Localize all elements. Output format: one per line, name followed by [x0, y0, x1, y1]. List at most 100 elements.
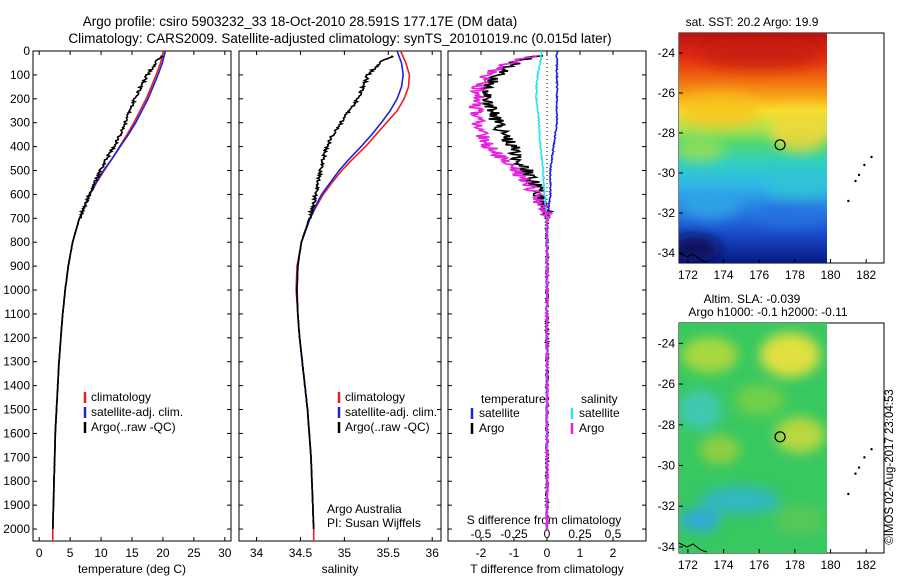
- temperature-plot-frame: [32, 50, 232, 542]
- y-tick-label: 900: [10, 259, 30, 273]
- top-x-tick-label: -0.5: [471, 527, 492, 541]
- map-y-tick-label: -24: [658, 336, 676, 350]
- temperature-profile-panel: 0 5 10 15 20 25 30 temperature (deg C) 0 100 200 30…: [3, 44, 232, 576]
- y-tick-label: 300: [10, 116, 30, 130]
- map-x-tick-label: 180: [821, 558, 841, 572]
- sla-map-panel: 172 174 176 178 180 182 -24 -26 -28 -30 -32 -34: [658, 322, 885, 572]
- x-tick-label: 34: [250, 546, 264, 560]
- island-dot: [854, 179, 857, 183]
- argo-location-marker: [774, 139, 786, 151]
- map-y-tick-label: -26: [658, 377, 676, 391]
- y-tick-label: 0: [23, 44, 30, 58]
- difference-xlabel-top: S difference from climatology: [467, 513, 622, 527]
- top-x-tick-label: 0.25: [568, 527, 592, 541]
- x-tick-label: 20: [156, 546, 170, 560]
- island-dot: [870, 447, 873, 451]
- map-x-tick-label: 174: [714, 558, 734, 572]
- y-tick-label: 600: [10, 187, 30, 201]
- y-tick-label: 800: [10, 235, 30, 249]
- legend-temperature-title: temperature: [481, 392, 546, 406]
- y-tick-label: 1700: [3, 450, 30, 464]
- y-tick-label: 1400: [3, 379, 30, 393]
- map-x-tick-label: 176: [749, 558, 769, 572]
- sla-map-title-line2: Argo h1000: -0.1 h2000: -0.11: [688, 305, 848, 319]
- x-tick-label: 2: [610, 546, 617, 560]
- difference-profile-panel: -2 -1 0 1 2 T difference from climatology -0.5…: [447, 50, 647, 576]
- island-dot: [857, 466, 861, 469]
- figure-title-line2: Climatology: CARS2009. Satellite-adjuste…: [68, 31, 611, 46]
- island-dot: [854, 472, 857, 475]
- y-tick-label: 1300: [3, 355, 30, 369]
- island-dot: [847, 199, 850, 203]
- map-x-tick-label: 176: [749, 268, 769, 282]
- x-tick-label: 25: [187, 546, 201, 560]
- copyright-credit: ©IMOS 02-Aug-2017 23:04:53: [884, 389, 896, 545]
- islands-markers: [847, 447, 873, 496]
- x-tick-label: 0: [36, 546, 43, 560]
- x-tick-label: 30: [218, 546, 232, 560]
- y-tick-label: 200: [10, 92, 30, 106]
- salinity-profile-panel: 34 34.5 35 35.5 36 salinity climatologysatelli…: [238, 50, 442, 576]
- map-y-tick-label: -24: [658, 46, 676, 60]
- s-argo-line: [468, 55, 553, 530]
- salinity-series-argo: [295, 55, 395, 530]
- y-tick-label: 1100: [4, 307, 30, 321]
- legend-label: climatology: [91, 390, 151, 404]
- figure-title-line1: Argo profile: csiro 5903232_33 18-Oct-20…: [83, 14, 518, 29]
- sla-map-title-line1: Altim. SLA: -0.039: [704, 292, 801, 306]
- legend-label: Argo(..raw -QC): [91, 420, 176, 434]
- map-x-tick-label: 180: [821, 268, 841, 282]
- x-tick-label: 15: [125, 546, 139, 560]
- legend-label: satellite: [579, 406, 620, 420]
- legend-label: Argo: [479, 421, 505, 435]
- map-x-tick-label: 182: [856, 268, 876, 282]
- x-tick-label: 34.5: [289, 546, 313, 560]
- x-tick-label: 1: [577, 546, 584, 560]
- map-y-tick-label: -34: [658, 246, 676, 260]
- sla-heatmap: [679, 323, 827, 553]
- legend-label: Argo(..raw -QC): [345, 420, 430, 434]
- map-x-tick-label: 172: [678, 268, 698, 282]
- map-y-tick-label: -32: [658, 499, 676, 513]
- map-y-tick-label: -32: [658, 206, 676, 220]
- x-tick-label: -1: [509, 546, 520, 560]
- coastline: [678, 542, 708, 553]
- island-dot: [863, 163, 866, 167]
- temperature-xlabel: temperature (deg C): [78, 562, 186, 576]
- x-tick-label: 5: [67, 546, 74, 560]
- x-tick-label: 10: [94, 546, 108, 560]
- y-tick-label: 1800: [3, 474, 30, 488]
- island-dot: [857, 173, 861, 177]
- map-x-tick-label: 178: [785, 558, 805, 572]
- sst-map-title: sat. SST: 20.2 Argo: 19.9: [686, 15, 819, 29]
- x-tick-label: 35: [338, 546, 352, 560]
- map-y-tick-label: -34: [658, 540, 676, 554]
- map-y-tick-label: -30: [658, 166, 676, 180]
- legend-salinity-title: salinity: [581, 392, 618, 406]
- sst-heatmap: [679, 33, 827, 263]
- annotation-line2: PI: Susan Wijffels: [327, 516, 421, 530]
- x-tick-label: -2: [476, 546, 487, 560]
- map-y-tick-label: -28: [658, 126, 676, 140]
- y-tick-label: 400: [10, 140, 30, 154]
- island-dot: [863, 456, 866, 459]
- map-y-tick-label: -28: [658, 418, 676, 432]
- sst-map-panel: 172 174 176 178 180 182 -24 -26 -28 -30 -32 -34: [658, 32, 885, 282]
- map-x-tick-label: 174: [714, 268, 734, 282]
- top-x-tick-label: 0: [544, 527, 551, 541]
- island-dot: [870, 155, 873, 159]
- salinity-xlabel: salinity: [322, 562, 359, 576]
- map-x-tick-label: 178: [785, 268, 805, 282]
- legend-label: satellite: [479, 406, 520, 420]
- y-tick-label: 1900: [3, 498, 30, 512]
- top-x-tick-label: -0.25: [500, 527, 528, 541]
- x-tick-label: 35.5: [377, 546, 401, 560]
- salinity-plot-frame: [238, 50, 442, 542]
- map-y-tick-label: -30: [658, 458, 676, 472]
- legend-label: satellite-adj. clim.: [345, 405, 437, 419]
- annotation-line1: Argo Australia: [327, 502, 402, 516]
- y-tick-label: 100: [10, 68, 30, 82]
- legend-label: Argo: [579, 421, 605, 435]
- y-tick-label: 700: [10, 211, 30, 225]
- y-tick-label: 1000: [3, 283, 30, 297]
